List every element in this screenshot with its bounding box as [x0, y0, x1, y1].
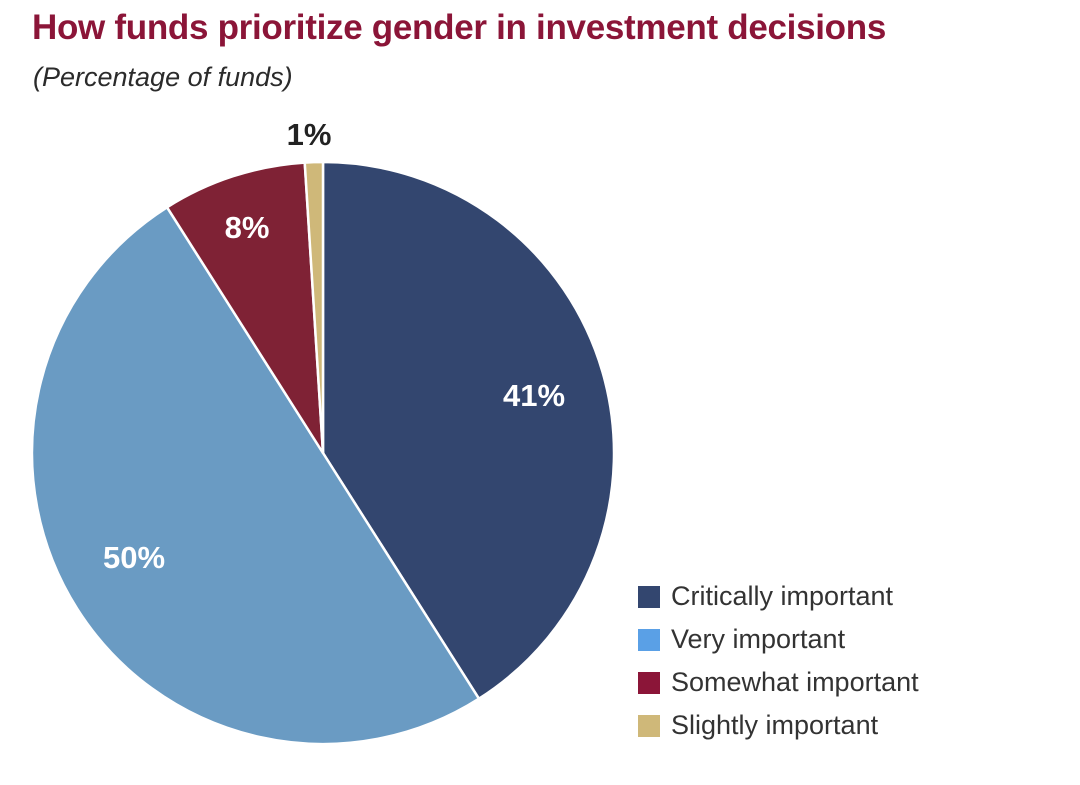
legend-swatch	[638, 714, 660, 737]
slice-value-label-critically-important: 41%	[503, 378, 565, 413]
legend-swatch	[638, 585, 660, 608]
legend-label: Very important	[671, 624, 846, 654]
legend-item-very-important: Very important	[638, 618, 919, 661]
legend-label: Somewhat important	[671, 667, 919, 697]
slice-value-label-somewhat-important: 8%	[225, 210, 270, 245]
pie-slice-labels: 41% 50% 8% 1%	[103, 117, 565, 575]
pie-slices	[30, 160, 616, 746]
legend-item-somewhat-important: Somewhat important	[638, 661, 919, 704]
legend: Critically important Very important Somewh…	[638, 575, 919, 747]
slice-value-label-very-important: 50%	[103, 540, 165, 575]
legend-item-critically-important: Critically important	[638, 575, 919, 618]
chart-subtitle: (Percentage of funds)	[33, 62, 293, 92]
slice-value-label-slightly-important: 1%	[287, 117, 332, 152]
pie-slice-somewhat-important	[165, 161, 325, 455]
chart-title: How funds prioritize gender in investmen…	[32, 8, 886, 47]
legend-swatch	[638, 671, 660, 694]
legend-label: Slightly important	[671, 710, 879, 740]
pie-slice-critically-important	[321, 160, 616, 700]
pie-slice-very-important	[30, 206, 481, 746]
legend-label: Critically important	[671, 581, 894, 611]
legend-swatch	[638, 628, 660, 651]
legend-item-slightly-important: Slightly important	[638, 704, 919, 747]
pie-slice-slightly-important	[303, 160, 325, 455]
